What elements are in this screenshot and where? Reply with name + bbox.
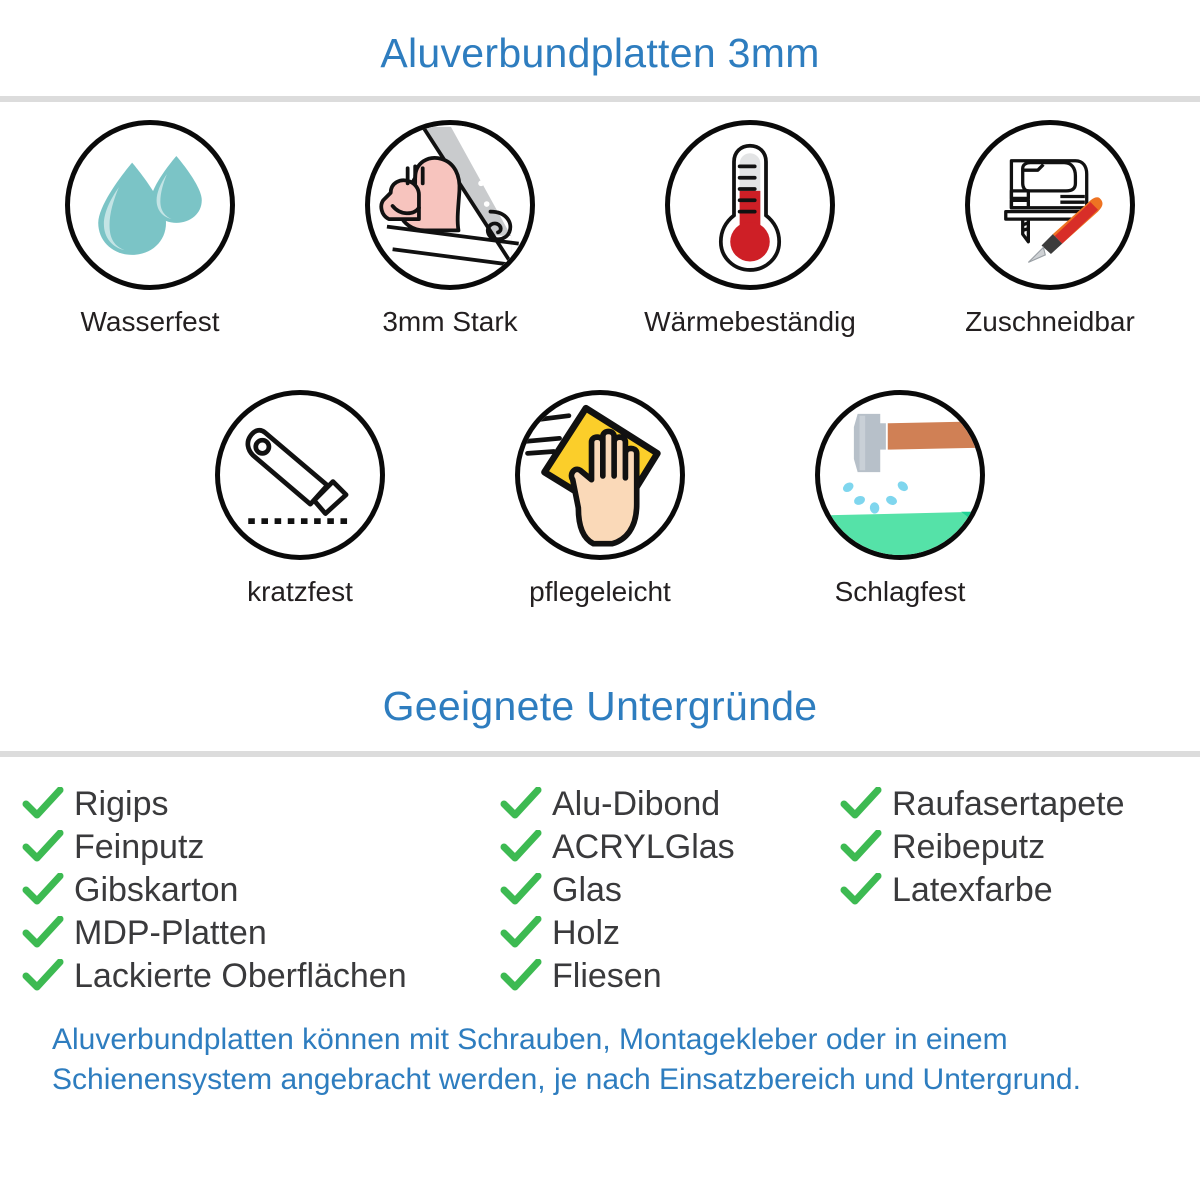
list-item[interactable]: Feinputz — [22, 826, 500, 869]
list-item-label: Rigips — [74, 785, 169, 824]
water-drops-icon — [65, 120, 235, 290]
feature-label: pflegeleicht — [529, 575, 671, 607]
list-item-label: Lackierte Oberflächen — [74, 957, 407, 996]
cutter-knife-icon — [215, 389, 385, 560]
list-item[interactable]: Lackierte Oberflächen — [22, 955, 500, 998]
checkmark-icon — [500, 787, 542, 821]
list-item-label: ACRYLGlas — [552, 828, 735, 867]
footer-line-1: Aluverbundplatten können mit Schrauben, … — [52, 1022, 1008, 1056]
feature-label: Wärmebeständig — [644, 306, 856, 337]
feature-zuschneidbar[interactable]: Zuschneidbar — [900, 120, 1200, 338]
list-item[interactable]: Latexfarbe — [840, 869, 1180, 912]
jigsaw-cutter-icon — [965, 120, 1135, 290]
feature-label: 3mm Stark — [382, 306, 518, 337]
feature-3mm-stark[interactable]: 3mm Stark — [300, 120, 600, 338]
checkmark-icon — [840, 787, 882, 821]
list-item-label: Gibskarton — [74, 871, 239, 910]
footer-line-2: Schienensystem angebracht werden, je nac… — [52, 1063, 1081, 1097]
list-item-label: Raufasertapete — [892, 785, 1125, 824]
hand-wiping-cloth-icon — [515, 389, 685, 560]
feature-row-1: Wasserfest — [0, 120, 1200, 338]
hammer-impact-icon — [815, 389, 985, 560]
checklist-column-1: Rigips Feinputz Gibskarton MDP-Platten L… — [22, 783, 500, 998]
list-item-label: MDP-Platten — [74, 914, 267, 953]
checkmark-icon — [500, 916, 542, 950]
feature-label: Wasserfest — [80, 306, 220, 337]
list-item-label: Glas — [552, 871, 622, 910]
list-item[interactable]: Raufasertapete — [840, 783, 1180, 826]
checkmark-icon — [500, 830, 542, 864]
feature-row-2: kratzfest pflegeleicht — [0, 389, 1200, 608]
checkmark-icon — [22, 787, 64, 821]
checkmark-icon — [500, 959, 542, 993]
list-item[interactable]: ACRYLGlas — [500, 826, 840, 869]
checkmark-icon — [840, 873, 882, 907]
checkmark-icon — [840, 830, 882, 864]
substrates-checklist: Rigips Feinputz Gibskarton MDP-Platten L… — [0, 757, 1200, 998]
thermometer-icon — [665, 120, 835, 290]
feature-kratzfest[interactable]: kratzfest — [150, 389, 450, 608]
feature-wasserfest[interactable]: Wasserfest — [0, 120, 300, 338]
checkmark-icon — [22, 873, 64, 907]
feature-waermebestaendig[interactable]: Wärmebeständig — [600, 120, 900, 338]
divider-middle — [0, 750, 1200, 757]
list-item[interactable]: Alu-Dibond — [500, 783, 840, 826]
feature-label: kratzfest — [247, 575, 353, 607]
list-item[interactable]: Gibskarton — [22, 869, 500, 912]
features-section: Wasserfest — [0, 102, 1200, 608]
substrates-title: Geeignete Untergründe — [382, 682, 818, 729]
checkmark-icon — [500, 873, 542, 907]
feature-schlagfest[interactable]: Schlagfest — [750, 389, 1050, 608]
list-item-label: Holz — [552, 914, 621, 953]
divider-top — [0, 96, 1200, 102]
flexing-arm-icon — [365, 120, 535, 290]
checklist-column-3: Raufasertapete Reibeputz Latexfarbe — [840, 783, 1180, 998]
list-item[interactable]: Reibeputz — [840, 826, 1180, 869]
list-item[interactable]: Glas — [500, 869, 840, 912]
list-item-label: Alu-Dibond — [552, 785, 721, 824]
feature-pflegeleicht[interactable]: pflegeleicht — [450, 389, 750, 608]
list-item-label: Reibeputz — [892, 828, 1046, 867]
checkmark-icon — [22, 830, 64, 864]
list-item-label: Feinputz — [74, 828, 205, 867]
feature-label: Schlagfest — [834, 575, 966, 607]
feature-label: Zuschneidbar — [965, 306, 1135, 337]
checkmark-icon — [22, 959, 64, 993]
page-title: Aluverbundplatten 3mm — [380, 30, 820, 76]
list-item[interactable]: MDP-Platten — [22, 912, 500, 955]
list-item[interactable]: Rigips — [22, 783, 500, 826]
checklist-column-2: Alu-Dibond ACRYLGlas Glas Holz Fliesen — [500, 783, 840, 998]
list-item[interactable]: Fliesen — [500, 955, 840, 998]
list-item-label: Fliesen — [552, 957, 662, 996]
footer-note: Aluverbundplatten können mit Schrauben, … — [0, 998, 1200, 1101]
list-item[interactable]: Holz — [500, 912, 840, 955]
list-item-label: Latexfarbe — [892, 871, 1053, 910]
checkmark-icon — [22, 916, 64, 950]
